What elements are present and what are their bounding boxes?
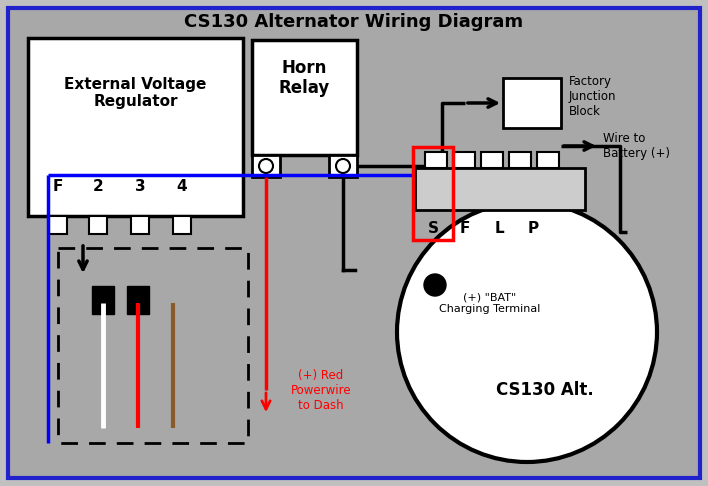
Bar xyxy=(127,286,149,314)
Text: CS130 Alt.: CS130 Alt. xyxy=(496,381,594,399)
Bar xyxy=(131,216,149,234)
Bar xyxy=(58,248,248,443)
Bar xyxy=(252,40,357,155)
Text: F: F xyxy=(459,221,470,236)
Text: F: F xyxy=(53,178,63,193)
Bar xyxy=(49,216,67,234)
Text: Factory
Junction
Block: Factory Junction Block xyxy=(569,74,617,118)
Bar xyxy=(329,155,357,177)
Text: S: S xyxy=(428,221,438,236)
Bar xyxy=(415,168,585,210)
Circle shape xyxy=(336,159,350,173)
Bar xyxy=(509,152,531,168)
Circle shape xyxy=(397,202,657,462)
Bar xyxy=(503,78,561,128)
Bar xyxy=(89,216,107,234)
Text: L: L xyxy=(494,221,504,236)
Text: Wire to
Battery (+): Wire to Battery (+) xyxy=(603,132,670,160)
Bar xyxy=(537,152,559,168)
Bar xyxy=(425,152,447,168)
Text: Horn
Relay: Horn Relay xyxy=(279,59,330,97)
Bar xyxy=(481,152,503,168)
Text: External Voltage
Regulator: External Voltage Regulator xyxy=(64,77,207,109)
Text: 4: 4 xyxy=(177,178,188,193)
Text: (+) Red
Powerwire
to Dash: (+) Red Powerwire to Dash xyxy=(291,368,351,412)
Bar xyxy=(453,152,475,168)
Bar xyxy=(28,38,243,216)
Text: CS130 Alternator Wiring Diagram: CS130 Alternator Wiring Diagram xyxy=(185,13,523,31)
Bar xyxy=(92,286,114,314)
Circle shape xyxy=(424,274,446,296)
Text: 2: 2 xyxy=(93,178,103,193)
Text: 3: 3 xyxy=(135,178,145,193)
Text: (+) "BAT"
Charging Terminal: (+) "BAT" Charging Terminal xyxy=(439,292,541,314)
Bar xyxy=(252,155,280,177)
Bar xyxy=(413,147,453,240)
Circle shape xyxy=(259,159,273,173)
Bar xyxy=(173,216,191,234)
Text: P: P xyxy=(527,221,539,236)
